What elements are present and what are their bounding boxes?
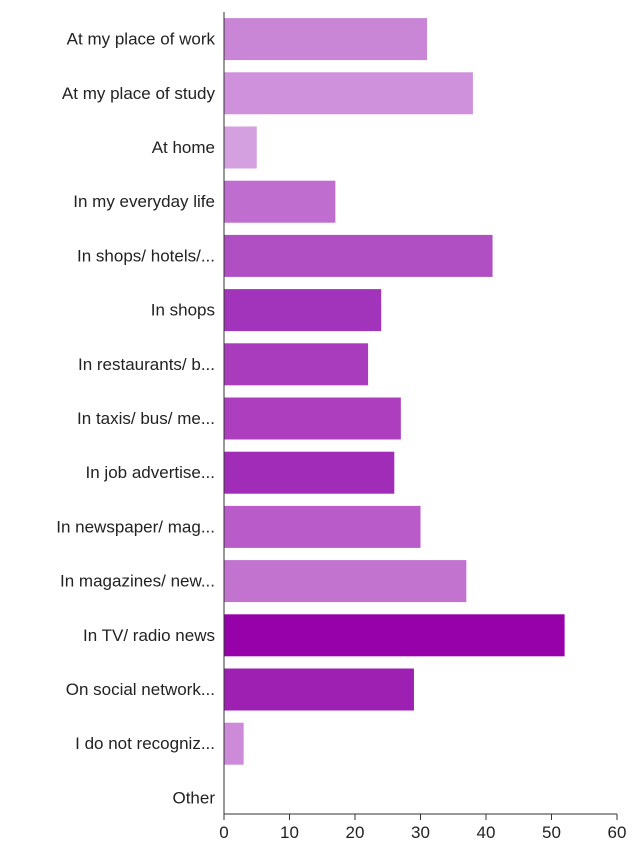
bar-10 — [224, 560, 467, 603]
bar-7 — [224, 397, 401, 440]
x-tick-label: 40 — [477, 823, 496, 842]
bar-3 — [224, 180, 336, 223]
category-label: At home — [152, 138, 215, 157]
category-label: In TV/ radio news — [83, 626, 215, 645]
x-axis-ticks: 0 10 20 30 40 50 60 — [219, 814, 626, 842]
category-label: In job advertise... — [86, 463, 215, 482]
category-label: In shops — [151, 301, 215, 320]
category-label: At my place of study — [62, 84, 216, 103]
category-label: At my place of work — [67, 30, 216, 49]
bar-5 — [224, 289, 382, 332]
category-label: In magazines/ new... — [60, 572, 215, 591]
bar-0 — [224, 18, 428, 61]
bars-group — [224, 18, 565, 765]
category-label: In shops/ hotels/... — [77, 246, 215, 265]
x-tick-label: 0 — [219, 823, 228, 842]
x-tick-label: 30 — [411, 823, 430, 842]
bar-1 — [224, 72, 473, 115]
bar-9 — [224, 505, 421, 548]
category-label: I do not recogniz... — [75, 734, 215, 753]
category-labels: At my place of work At my place of study A… — [56, 30, 215, 808]
x-tick-label: 50 — [542, 823, 561, 842]
bar-2 — [224, 126, 257, 169]
bar-12 — [224, 668, 414, 711]
x-tick-label: 60 — [608, 823, 627, 842]
bar-8 — [224, 451, 395, 494]
category-label: In restaurants/ b... — [78, 355, 215, 374]
category-label: On social network... — [66, 680, 215, 699]
bar-11 — [224, 614, 565, 657]
x-tick-label: 20 — [346, 823, 365, 842]
bar-6 — [224, 343, 369, 386]
category-label: Other — [172, 788, 215, 807]
category-label: In taxis/ bus/ me... — [77, 409, 215, 428]
bar-13 — [224, 722, 244, 765]
bar-4 — [224, 234, 493, 277]
category-label: In my everyday life — [73, 192, 215, 211]
x-tick-label: 10 — [280, 823, 299, 842]
category-label: In newspaper/ mag... — [56, 517, 215, 536]
